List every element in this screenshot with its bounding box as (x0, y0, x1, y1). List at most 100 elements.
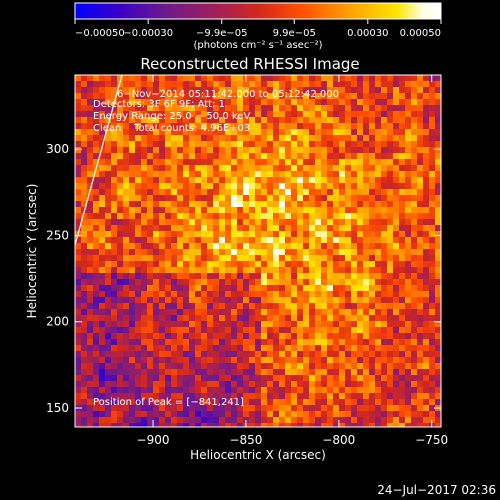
heatmap-cell (429, 231, 435, 237)
heatmap-cell (381, 189, 387, 195)
heatmap-cell (369, 75, 375, 81)
heatmap-cell (219, 93, 225, 99)
heatmap-cell (207, 363, 213, 369)
heatmap-cell (255, 345, 261, 351)
heatmap-cell (87, 231, 93, 237)
heatmap-cell (411, 285, 417, 291)
heatmap-cell (189, 153, 195, 159)
heatmap-cell (159, 405, 165, 411)
heatmap-cell (171, 303, 177, 309)
heatmap-cell (291, 369, 297, 375)
heatmap-cell (231, 237, 237, 243)
heatmap-cell (339, 237, 345, 243)
heatmap-cell (387, 261, 393, 267)
heatmap-cell (249, 375, 255, 381)
heatmap-cell (243, 297, 249, 303)
heatmap-cell (153, 321, 159, 327)
heatmap-cell (309, 351, 315, 357)
heatmap-cell (369, 141, 375, 147)
heatmap-cell (321, 99, 327, 105)
heatmap-cell (303, 387, 309, 393)
heatmap-cell (249, 243, 255, 249)
heatmap-cell (243, 153, 249, 159)
heatmap-cell (159, 345, 165, 351)
heatmap-cell (273, 135, 279, 141)
heatmap-cell (243, 339, 249, 345)
heatmap-cell (75, 99, 81, 105)
heatmap-cell (285, 213, 291, 219)
heatmap-cell (147, 135, 153, 141)
heatmap-cell (177, 129, 183, 135)
heatmap-cell (429, 135, 435, 141)
heatmap-cell (261, 195, 267, 201)
heatmap-cell (399, 303, 405, 309)
heatmap-cell (153, 165, 159, 171)
heatmap-cell (405, 249, 411, 255)
heatmap-cell (87, 261, 93, 267)
heatmap-cell (375, 195, 381, 201)
heatmap-cell (321, 141, 327, 147)
heatmap-cell (363, 279, 369, 285)
heatmap-cell (315, 99, 321, 105)
heatmap-cell (369, 345, 375, 351)
heatmap-cell (81, 333, 87, 339)
heatmap-cell (207, 417, 213, 423)
heatmap-cell (159, 399, 165, 405)
heatmap-cell (297, 141, 303, 147)
heatmap-cell (213, 231, 219, 237)
heatmap-cell (183, 279, 189, 285)
heatmap-cell (357, 123, 363, 129)
heatmap-cell (399, 183, 405, 189)
heatmap-cell (231, 159, 237, 165)
heatmap-cell (255, 93, 261, 99)
heatmap-cell (381, 351, 387, 357)
heatmap-cell (291, 135, 297, 141)
heatmap-cell (345, 249, 351, 255)
heatmap-cell (303, 381, 309, 387)
heatmap-cell (381, 369, 387, 375)
heatmap-cell (81, 225, 87, 231)
heatmap-cell (267, 279, 273, 285)
heatmap-cell (195, 135, 201, 141)
heatmap-cell (255, 201, 261, 207)
heatmap-cell (369, 207, 375, 213)
heatmap-cell (129, 243, 135, 249)
heatmap-cell (387, 291, 393, 297)
heatmap-cell (285, 369, 291, 375)
heatmap-cell (291, 387, 297, 393)
heatmap-cell (345, 303, 351, 309)
heatmap-cell (303, 399, 309, 405)
heatmap-cell (81, 255, 87, 261)
heatmap-cell (297, 75, 303, 81)
heatmap-cell (357, 219, 363, 225)
heatmap-cell (405, 399, 411, 405)
heatmap-cell (381, 339, 387, 345)
heatmap-cell (117, 357, 123, 363)
heatmap-cell (405, 297, 411, 303)
heatmap-cell (189, 303, 195, 309)
heatmap-cell (213, 255, 219, 261)
heatmap-cell (147, 261, 153, 267)
heatmap-cell (321, 213, 327, 219)
heatmap-cell (267, 201, 273, 207)
heatmap-cell (315, 153, 321, 159)
heatmap-cell (435, 273, 441, 279)
heatmap-cell (231, 141, 237, 147)
heatmap-cell (261, 231, 267, 237)
heatmap-cell (117, 327, 123, 333)
heatmap-cell (147, 237, 153, 243)
heatmap-cell (183, 273, 189, 279)
heatmap-cell (99, 105, 105, 111)
heatmap-cell (255, 81, 261, 87)
heatmap-cell (153, 417, 159, 423)
heatmap-cell (357, 159, 363, 165)
heatmap-cell (291, 297, 297, 303)
heatmap-cell (99, 129, 105, 135)
heatmap-cell (165, 411, 171, 417)
heatmap-cell (135, 339, 141, 345)
heatmap-cell (291, 183, 297, 189)
heatmap-cell (201, 351, 207, 357)
heatmap-cell (399, 201, 405, 207)
heatmap-cell (249, 183, 255, 189)
heatmap-cell (315, 195, 321, 201)
